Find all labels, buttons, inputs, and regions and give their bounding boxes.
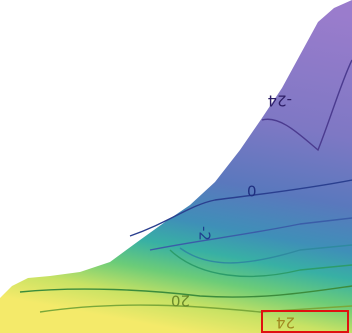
contour-line: [169, 249, 352, 278]
contour-line: [39, 304, 352, 313]
contour-line: [19, 285, 352, 298]
highlight-box: [261, 310, 349, 333]
contour-label: 0: [247, 183, 257, 201]
contour-lines: [19, 59, 352, 313]
contour-label: -2: [196, 226, 214, 241]
contour-label: -24: [268, 92, 293, 110]
contour-line: [261, 59, 352, 152]
contour-line: [129, 179, 352, 237]
contour-label: 24: [276, 314, 295, 332]
contour-label: 20: [171, 292, 190, 310]
contour-line: [149, 217, 352, 251]
contour-line: [179, 244, 352, 264]
